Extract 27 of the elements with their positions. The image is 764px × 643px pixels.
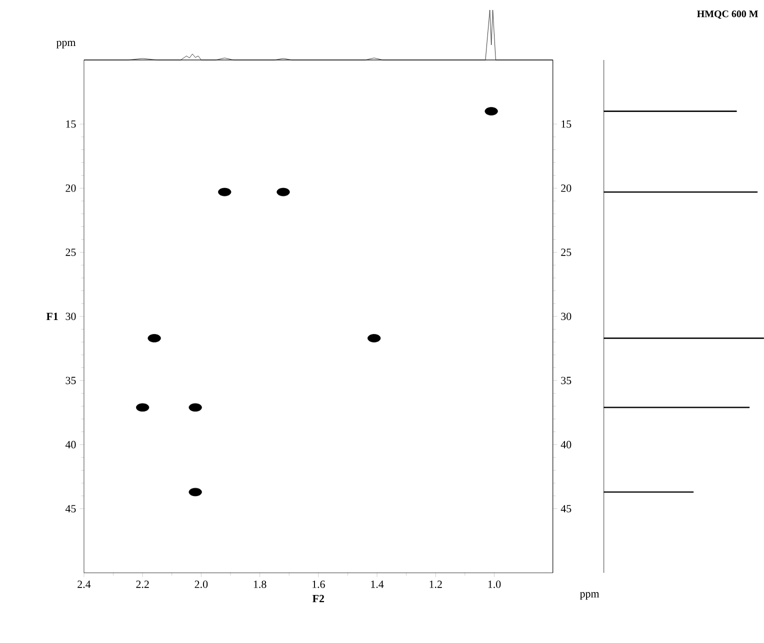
y-tick-label: 40 (65, 441, 76, 448)
y2-tick-label: 45 (560, 505, 572, 512)
x-tick-label: 1.0 (488, 580, 501, 588)
x-tick-label: 2.2 (136, 580, 149, 588)
y-tick-label: 15 (66, 120, 76, 128)
y-tick-label: 20 (66, 184, 76, 192)
y2-tick-label: 15 (562, 120, 572, 128)
y2-tick-label: 25 (561, 248, 572, 256)
y2-tick-label: 20 (561, 184, 572, 192)
x-axis-title: F2 (312, 594, 324, 602)
y-tick-label: 45 (65, 505, 76, 512)
text: ppm (56, 40, 76, 48)
y-tick-label: 25 (66, 248, 76, 256)
y-axis-title: F1 (46, 312, 58, 320)
y2-tick-label: 30 (561, 312, 572, 320)
text: ppm (580, 592, 600, 600)
x-tick-label: 1.8 (254, 580, 266, 588)
y-tick-label: 30 (66, 312, 76, 320)
y2-tick-label: 40 (560, 441, 572, 448)
x-tick-label: 2.0 (194, 580, 208, 588)
chart-title: HMQC 600 M (697, 10, 758, 19)
y2-tick-label: 35 (561, 376, 572, 384)
x-tick-label: 1.2 (430, 580, 442, 588)
x-tick-label: 2.4 (78, 580, 91, 588)
y-tick-label: 35 (66, 376, 76, 384)
x-tick-label: 1.4 (371, 580, 384, 588)
x-tick-label: 1.6 (312, 580, 325, 588)
